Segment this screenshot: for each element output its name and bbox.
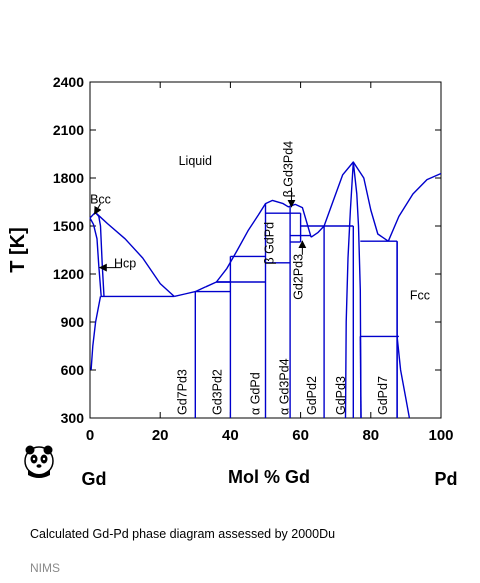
y-tick-label: 1500 xyxy=(53,218,84,234)
boundary-gdpd3-right xyxy=(352,161,362,419)
y-tick-label: 300 xyxy=(61,410,85,426)
x-tick-label: 60 xyxy=(292,427,309,444)
phase-label: Gd7Pd3 xyxy=(176,369,190,415)
boundary-gdpd7-left xyxy=(359,336,362,419)
boundary-liquidus-gdpd2 xyxy=(310,225,325,238)
panda-logo xyxy=(24,445,54,478)
x-tick-label: 40 xyxy=(222,427,239,444)
phase-label: Bcc xyxy=(90,193,111,207)
boundary-liquidus-gd3pd2-a xyxy=(205,281,231,288)
boundary-hcp-solvus xyxy=(90,296,102,371)
annotation-arrow xyxy=(94,203,102,215)
phase-label: Gd2Pd3 xyxy=(291,254,305,300)
phase-label: Fcc xyxy=(410,289,430,303)
boundary-bcc-hcp-boundary-right xyxy=(94,211,105,297)
phase-label: Liquid xyxy=(179,154,212,168)
phase-label: GdPd7 xyxy=(376,376,390,415)
phase-label: GdPd2 xyxy=(305,376,319,415)
x-left-element-label: Gd xyxy=(82,469,107,489)
plot-axes: 300 600 900 1200 1500 1800 2100 2400 0 20 40 60 80 10… xyxy=(53,74,454,444)
boundary-liquidus-gd7pd3 xyxy=(174,286,207,298)
x-axis-label: Mol % Gd xyxy=(228,467,310,487)
boundary-bcc-hcp-boundary-left xyxy=(89,217,102,297)
y-axis-label: T [K] xyxy=(7,227,29,273)
x-tick-label: 0 xyxy=(86,427,94,444)
x-tick-label: 80 xyxy=(362,427,379,444)
phase-label: GdPd3 xyxy=(334,376,348,415)
boundary-liquidus-pd-side xyxy=(387,172,442,242)
y-tick-label: 2400 xyxy=(53,74,84,90)
phase-labels: Liquid Bcc Hcp Fcc β Gd3Pd4 β GdPd Gd2Pd3 Gd7Pd… xyxy=(90,141,430,415)
phase-label: Hcp xyxy=(114,257,136,271)
phase-label: β Gd3Pd4 xyxy=(282,141,296,198)
x-tick-label: 20 xyxy=(152,427,169,444)
phase-label: α Gd3Pd4 xyxy=(278,358,292,415)
boundary-gdpd3-left xyxy=(344,161,354,419)
phase-boundaries xyxy=(89,161,442,419)
annotation-arrows xyxy=(94,187,307,272)
phase-label: β GdPd xyxy=(263,222,277,265)
phase-label: Gd3Pd2 xyxy=(211,369,225,415)
boundary-liquidus-mid xyxy=(215,199,312,283)
y-tick-label: 900 xyxy=(61,314,85,330)
y-tick-label: 1800 xyxy=(53,170,84,186)
source-credit: NIMS xyxy=(30,561,60,575)
boundary-fcc-solvus xyxy=(396,241,411,419)
y-tick-label: 1200 xyxy=(53,266,84,282)
boundary-liquidus-gdpd3 xyxy=(323,161,389,242)
y-tick-label: 600 xyxy=(61,362,85,378)
y-tick-label: 2100 xyxy=(53,122,84,138)
x-tick-label: 100 xyxy=(428,427,453,444)
x-right-element-label: Pd xyxy=(434,469,457,489)
phase-label: α GdPd xyxy=(249,372,263,415)
figure-caption: Calculated Gd-Pd phase diagram assessed … xyxy=(30,527,336,541)
